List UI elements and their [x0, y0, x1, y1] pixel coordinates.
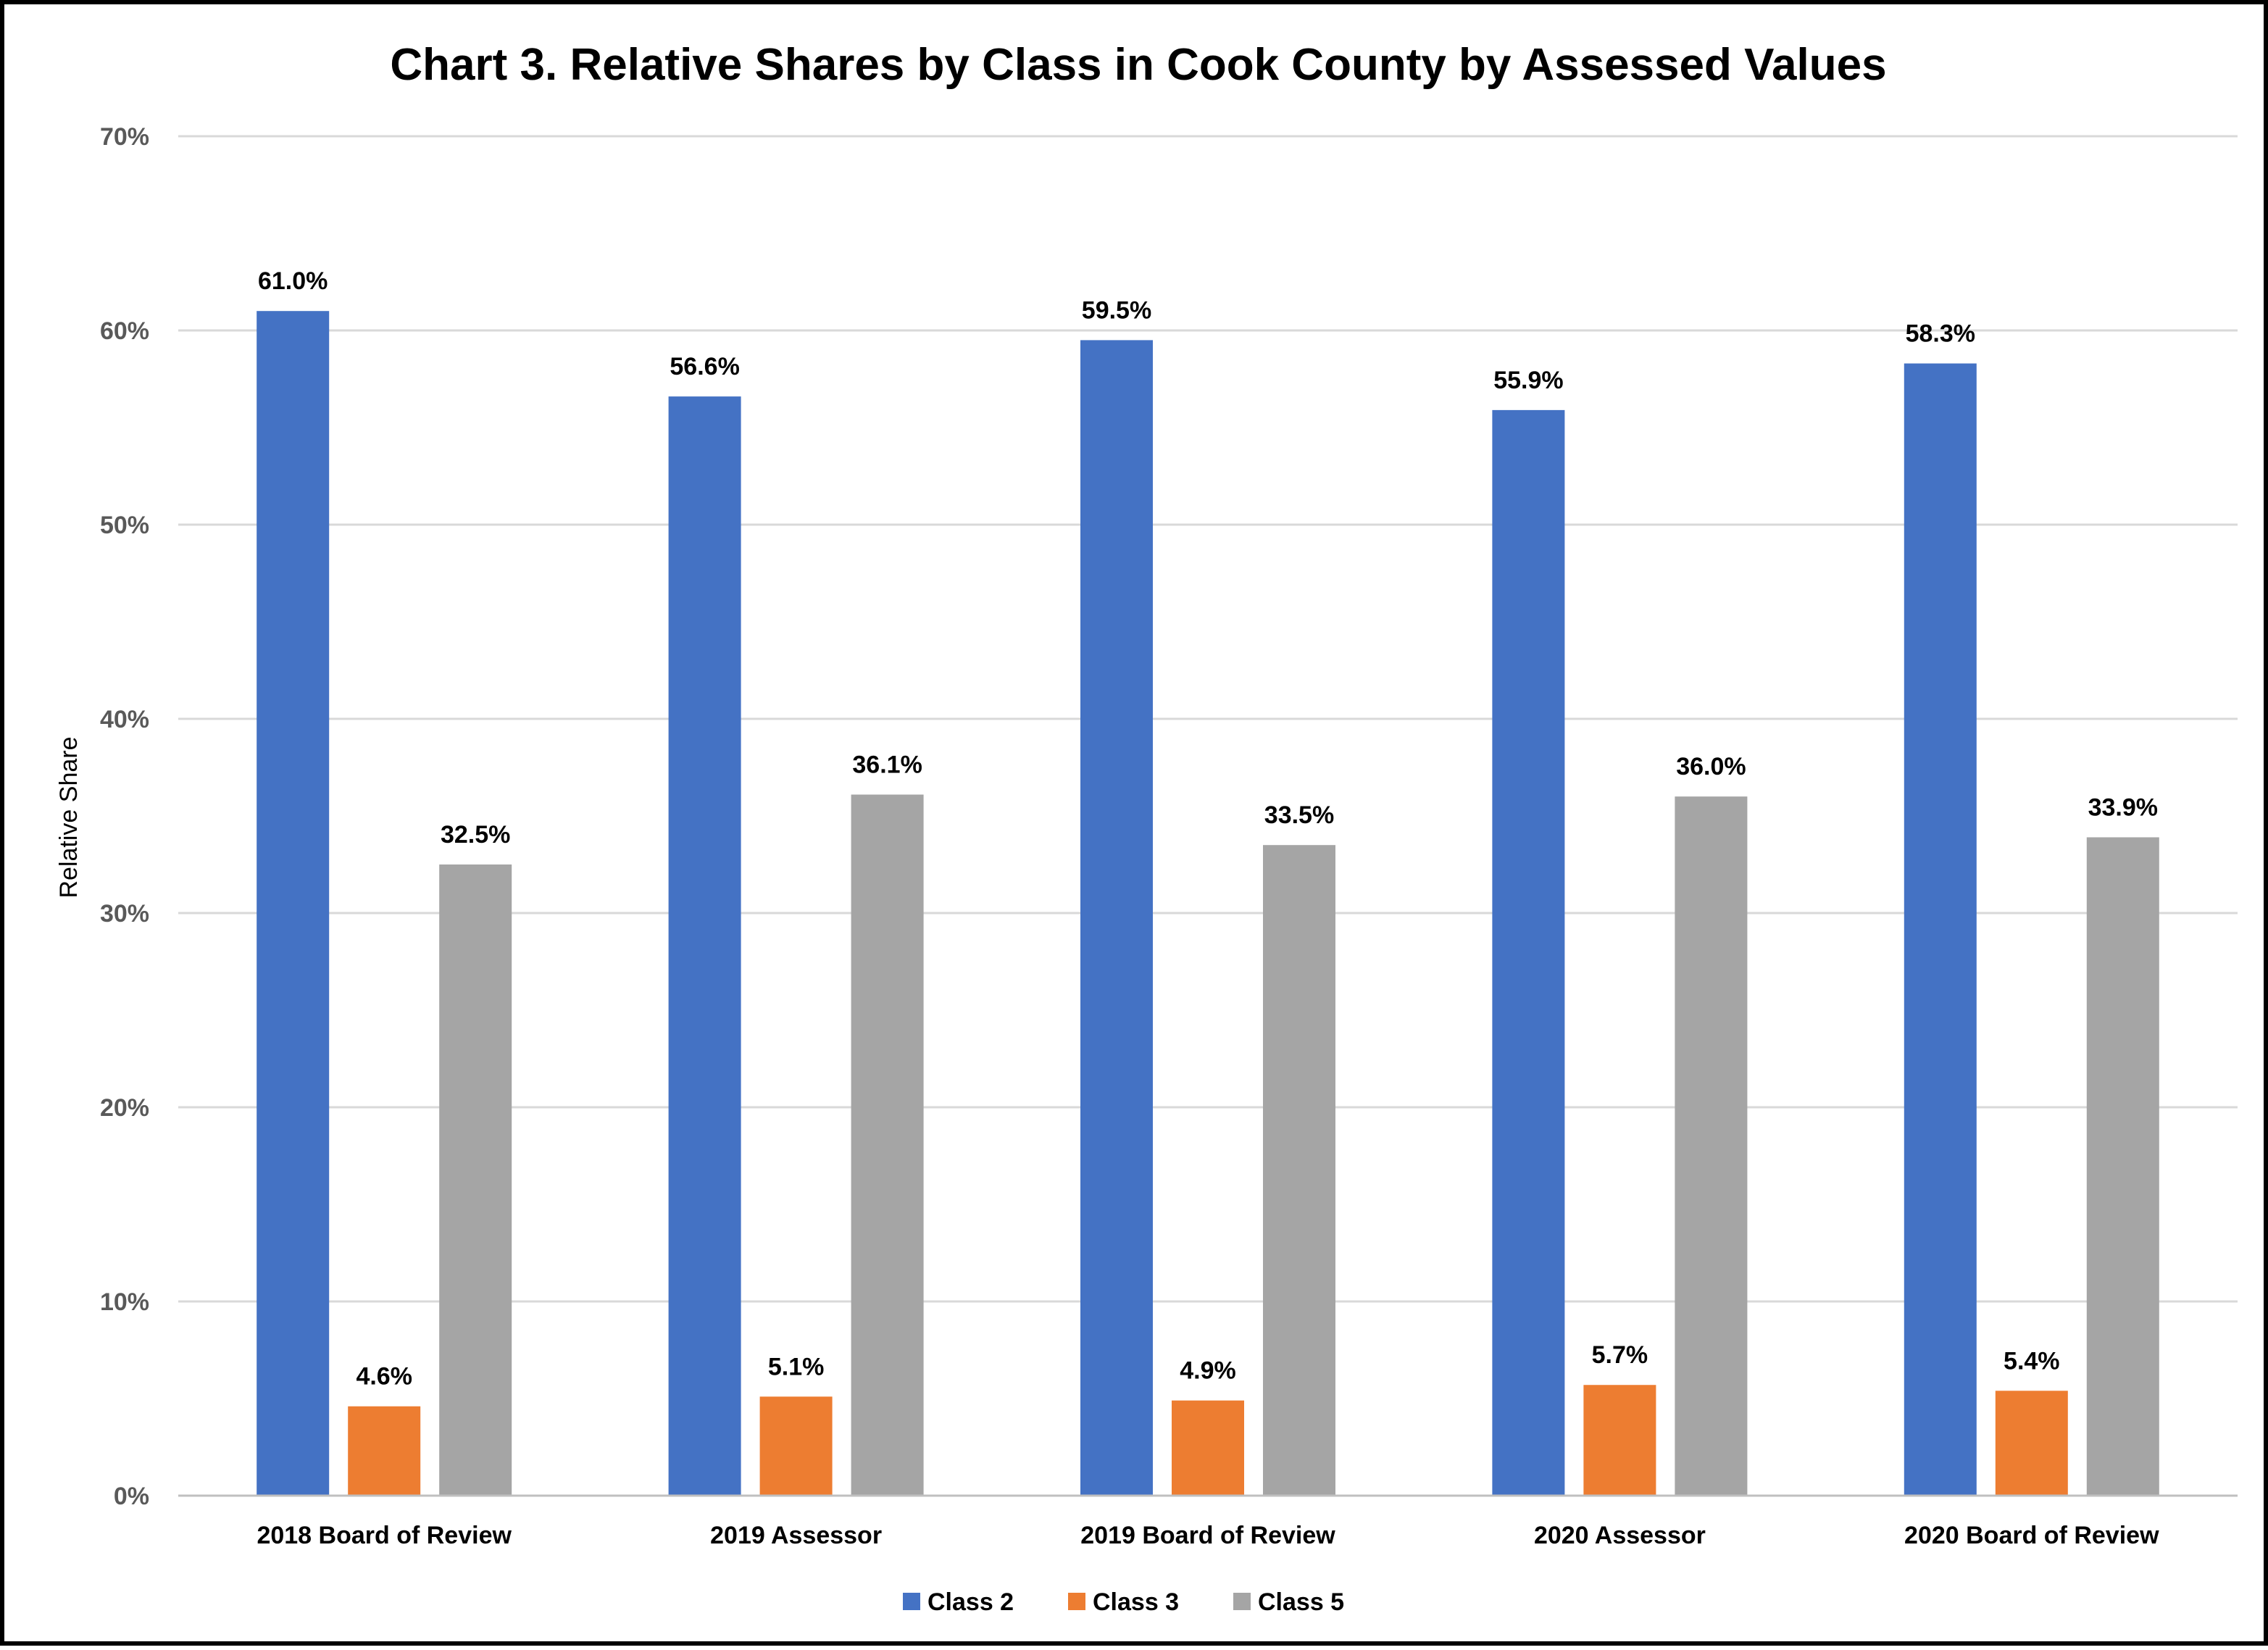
bar-class-3 — [1995, 1391, 2068, 1496]
bar-class-3 — [348, 1406, 421, 1496]
y-tick-label: 30% — [100, 900, 149, 928]
data-label: 5.7% — [1592, 1341, 1648, 1369]
data-label: 59.5% — [1082, 296, 1151, 324]
legend-swatch — [1068, 1593, 1085, 1610]
data-label: 33.5% — [1264, 801, 1334, 829]
y-tick-label: 50% — [100, 512, 149, 539]
chart: Chart 3. Relative Shares by Class in Coo… — [55, 40, 2238, 1616]
y-tick-label: 0% — [114, 1483, 149, 1510]
bar-class-5 — [2086, 837, 2159, 1496]
bar-class-2 — [257, 311, 330, 1496]
x-tick-label: 2020 Board of Review — [1904, 1522, 2159, 1549]
gridlines — [178, 135, 2238, 1303]
data-label: 4.9% — [1180, 1357, 1236, 1385]
y-tick-label: 20% — [100, 1094, 149, 1122]
y-tick-label: 60% — [100, 317, 149, 345]
data-label: 55.9% — [1493, 367, 1563, 394]
data-label: 56.6% — [670, 353, 739, 380]
data-label: 33.9% — [2088, 793, 2158, 821]
x-tick-label: 2020 Assessor — [1534, 1522, 1706, 1549]
y-tick-label: 40% — [100, 706, 149, 733]
data-label: 36.1% — [852, 751, 922, 779]
bar-class-3 — [1583, 1385, 1656, 1496]
y-tick-label: 10% — [100, 1288, 149, 1316]
bar-class-3 — [759, 1396, 833, 1496]
bar-class-3 — [1172, 1400, 1244, 1496]
data-label: 5.1% — [768, 1353, 825, 1380]
bar-class-5 — [851, 794, 924, 1496]
bar-class-5 — [1675, 796, 1748, 1496]
y-tick-label: 70% — [100, 123, 149, 151]
y-axis-label: Relative Share — [55, 736, 83, 898]
legend: Class 2 Class 3 Class 5 — [903, 1588, 1344, 1616]
bar-class-5 — [1263, 845, 1335, 1496]
bar-class-2 — [1080, 340, 1153, 1496]
x-axis-ticks: 2018 Board of Review 2019 Assessor 2019 Bo… — [257, 1522, 2159, 1549]
chart-title: Chart 3. Relative Shares by Class in Coo… — [390, 40, 1886, 90]
legend-label: Class 3 — [1093, 1588, 1179, 1616]
legend-label: Class 5 — [1258, 1588, 1344, 1616]
x-tick-label: 2018 Board of Review — [257, 1522, 512, 1549]
data-label: 61.0% — [258, 267, 328, 295]
bar-class-2 — [668, 396, 741, 1496]
data-label: 4.6% — [356, 1363, 412, 1391]
bar-class-2 — [1904, 363, 1977, 1496]
legend-swatch — [903, 1593, 920, 1610]
legend-swatch — [1233, 1593, 1251, 1610]
data-label: 32.5% — [441, 821, 510, 849]
data-label: 5.4% — [2004, 1347, 2060, 1375]
data-labels: 61.0% 4.6% 32.5% 56.6% 5.1% 36.1% 59.5% 4.9% 33.… — [258, 267, 2158, 1391]
data-label: 36.0% — [1676, 753, 1746, 780]
bars — [257, 311, 2159, 1496]
bar-class-2 — [1492, 409, 1565, 1496]
legend-label: Class 2 — [927, 1588, 1014, 1616]
x-tick-label: 2019 Assessor — [710, 1522, 882, 1549]
y-axis-ticks: 0% 10% 20% 30% 40% 50% 60% 70% — [100, 123, 149, 1510]
bar-class-5 — [439, 864, 512, 1496]
data-label: 58.3% — [1906, 320, 1975, 348]
x-tick-label: 2019 Board of Review — [1080, 1522, 1335, 1549]
